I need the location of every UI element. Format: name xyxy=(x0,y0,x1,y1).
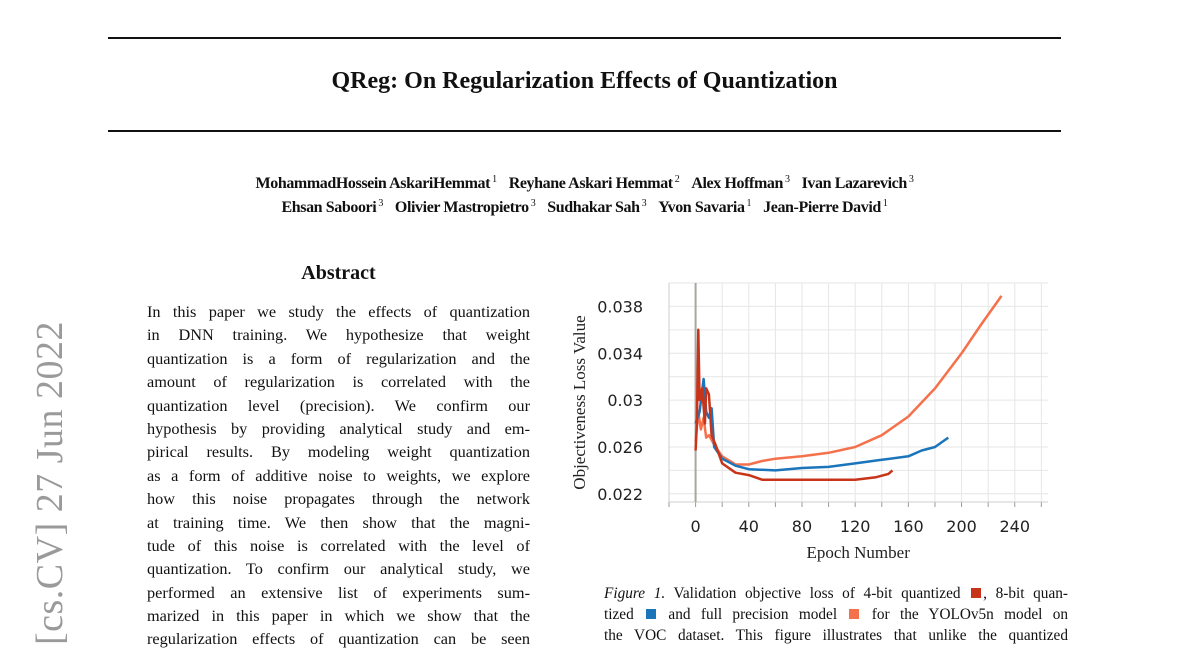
x-tick-label: 80 xyxy=(792,517,812,536)
y-tick-label: 0.038 xyxy=(597,297,643,316)
abstract-line: hypothesis by providing analytical study… xyxy=(147,418,530,438)
author-name: Ehsan Saboori xyxy=(281,199,377,217)
author: Yvon Savaria 1 xyxy=(658,198,763,217)
y-tick-label: 0.03 xyxy=(607,391,643,410)
caption-line: Figure 1. Validation objective loss of 4… xyxy=(604,583,1068,604)
legend-swatch-4bit xyxy=(971,588,982,598)
abstract-line: tude of this noise is correlated with th… xyxy=(147,535,530,555)
author: MohammadHossein AskariHemmat 1 xyxy=(255,174,509,193)
series-line-4-bit-quantized xyxy=(694,328,894,481)
x-axis-label: Epoch Number xyxy=(806,543,910,562)
author-affiliation: 3 xyxy=(378,198,383,209)
author-name: Olivier Mastropietro xyxy=(394,199,529,217)
author: Ehsan Saboori 3 xyxy=(281,198,394,217)
abstract-line: at training time. We then show that the … xyxy=(147,512,530,532)
abstract-line: in DNN training. We hypothesize that wei… xyxy=(147,325,530,345)
author-affiliation: 3 xyxy=(530,198,536,209)
abstract-heading: Abstract xyxy=(301,262,376,284)
author-affiliation: 3 xyxy=(908,174,914,185)
y-axis-label: Objectiveness Loss Value xyxy=(570,315,589,489)
abstract-line: amount of regularization is correlated w… xyxy=(147,372,530,392)
top-rule xyxy=(108,37,1061,39)
caption-text: and full precision model xyxy=(668,606,838,623)
author-name: Yvon Savaria xyxy=(658,199,745,217)
author-affiliation: 3 xyxy=(784,174,790,185)
series-line-full-precision xyxy=(694,295,1003,466)
caption-text: , 8-bit quan- xyxy=(983,585,1068,602)
figure-caption: Figure 1. Validation objective loss of 4… xyxy=(604,583,1068,646)
caption-text: for the YOLOv5n model on xyxy=(871,606,1069,623)
author-affiliation: 1 xyxy=(882,198,888,209)
x-tick-label: 160 xyxy=(893,517,924,536)
author: Sudhakar Sah 3 xyxy=(547,198,658,217)
author: Olivier Mastropietro 3 xyxy=(394,198,547,217)
author: Alex Hoffman 3 xyxy=(691,174,801,193)
author-affiliation: 1 xyxy=(492,174,497,185)
title-bottom-rule xyxy=(108,130,1061,132)
y-tick-label: 0.022 xyxy=(597,485,643,504)
author-name: Alex Hoffman xyxy=(691,175,783,193)
abstract-line: regularization effects of quantization c… xyxy=(147,629,530,649)
legend-swatch-full-precision xyxy=(849,609,860,619)
abstract-line: performed an extensive list of experimen… xyxy=(147,582,530,602)
abstract-line: marized in this paper in which we show t… xyxy=(147,606,530,626)
paper-title: QReg: On Regularization Effects of Quant… xyxy=(331,68,838,94)
caption-text: tized xyxy=(604,606,634,623)
author-name: Reyhane Askari Hemmat xyxy=(508,175,673,193)
legend-swatch-8bit xyxy=(646,609,657,619)
x-tick-label: 40 xyxy=(739,517,759,536)
author-affiliation: 2 xyxy=(674,174,680,185)
author-affiliation: 3 xyxy=(641,198,647,209)
arxiv-stamp: [cs.CV] 27 Jun 2022 xyxy=(29,320,71,645)
abstract-body: In this paper we study the effects of qu… xyxy=(147,300,530,651)
x-tick-label: 240 xyxy=(999,517,1030,536)
author: Ivan Lazarevich 3 xyxy=(801,174,914,193)
author-name: Sudhakar Sah xyxy=(547,199,640,217)
author-name: MohammadHossein AskariHemmat xyxy=(255,175,491,193)
abstract-line: how this noise propagates through the ne… xyxy=(147,489,530,509)
author-affiliation: 1 xyxy=(746,198,752,209)
abstract-line: as a form of additive noise to weights, … xyxy=(147,465,530,485)
author-name: Ivan Lazarevich xyxy=(801,175,908,193)
author: Jean-Pierre David 1 xyxy=(763,198,888,217)
author: Reyhane Askari Hemmat 2 xyxy=(508,174,692,193)
x-tick-label: 0 xyxy=(691,517,701,536)
abstract-line: quantization. To confirm our analytical … xyxy=(147,559,530,579)
caption-line: tized and full precision model for the Y… xyxy=(604,604,1068,625)
caption-label: Figure 1. xyxy=(604,585,666,602)
x-tick-label: 200 xyxy=(946,517,977,536)
abstract-line: quantization level (precision). We confi… xyxy=(147,395,530,415)
series-line-8-bit-quantized xyxy=(694,377,950,472)
caption-text: Validation objective loss of 4-bit quant… xyxy=(665,585,961,602)
caption-line: the VOC dataset. This figure illustrates… xyxy=(604,627,1068,644)
abstract-line: pirical results. By modeling weight quan… xyxy=(147,442,530,462)
author-list-line-1: MohammadHossein AskariHemmat 1 Reyhane Ask… xyxy=(108,174,1061,193)
author-list-line-2: Ehsan Saboori 3 Olivier Mastropietro 3 Sudha… xyxy=(108,198,1061,217)
y-tick-label: 0.034 xyxy=(597,344,643,363)
abstract-line: quantization is a form of regularization… xyxy=(147,348,530,368)
x-tick-label: 120 xyxy=(840,517,871,536)
author-name: Jean-Pierre David xyxy=(763,199,881,217)
y-tick-label: 0.026 xyxy=(597,438,643,457)
abstract-line: In this paper we study the effects of qu… xyxy=(147,302,530,321)
loss-chart: 0 40 80 120 160 200 240 0.022 0.026 0.03 0.034 0.03… xyxy=(570,282,1048,562)
